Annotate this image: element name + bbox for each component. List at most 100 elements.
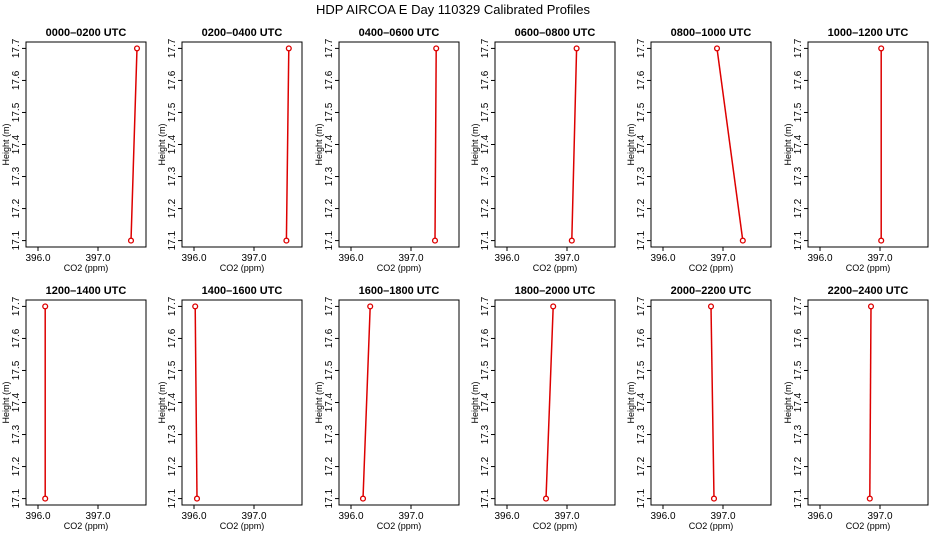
plot-frame xyxy=(650,41,772,248)
y-tick-label: 17.2 xyxy=(793,456,804,476)
profile-panel: 1600–1800 UTC 396.0 397.0 17.1 17.2 17.3 17.4 1… xyxy=(314,285,460,531)
x-tick-label: 396.0 xyxy=(807,511,832,522)
y-tick-label: 17.2 xyxy=(11,456,22,476)
profile-line xyxy=(194,306,198,499)
plot-frame xyxy=(338,41,460,248)
profile-panel: 0000–0200 UTC 396.0 397.0 17.1 17.2 17.3 17.4 1… xyxy=(1,27,147,273)
profile-panel: 0200–0400 UTC 396.0 397.0 17.1 17.2 17.3 17.4 1… xyxy=(157,27,303,273)
y-tick-label: 17.1 xyxy=(167,488,178,508)
y-tick-label: 17.6 xyxy=(324,328,335,348)
y-tick-label: 17.4 xyxy=(324,134,335,154)
y-tick-label: 17.4 xyxy=(793,134,804,154)
data-point xyxy=(573,45,580,52)
y-tick-label: 17.7 xyxy=(167,38,178,58)
y-tick-label: 17.4 xyxy=(11,392,22,412)
data-point xyxy=(133,45,141,52)
y-tick-label: 17.7 xyxy=(793,38,804,58)
x-tick-label: 397.0 xyxy=(554,253,579,264)
y-tick-label: 17.7 xyxy=(480,38,491,58)
profile-line xyxy=(362,306,371,499)
x-tick-label: 396.0 xyxy=(25,511,50,522)
panel-title: 2000–2200 UTC xyxy=(671,285,752,297)
x-axis-label: CO2 (ppm) xyxy=(220,521,265,531)
profile-panel: 0400–0600 UTC 396.0 397.0 17.1 17.2 17.3 17.4 1… xyxy=(314,27,460,273)
y-tick-label: 17.3 xyxy=(636,424,647,444)
y-tick-label: 17.1 xyxy=(636,230,647,250)
y-tick-label: 17.2 xyxy=(793,198,804,218)
y-tick-label: 17.3 xyxy=(480,424,491,444)
plot-frame xyxy=(181,41,303,248)
data-point xyxy=(192,303,199,310)
x-tick-label: 397.0 xyxy=(241,253,266,264)
y-tick-label: 17.3 xyxy=(636,166,647,186)
y-tick-label: 17.4 xyxy=(167,392,178,412)
data-point xyxy=(710,495,718,502)
data-point xyxy=(568,237,575,244)
x-axis-label: CO2 (ppm) xyxy=(377,521,422,531)
plot-frame xyxy=(25,299,147,506)
y-tick-label: 17.7 xyxy=(11,38,22,58)
data-point xyxy=(42,303,49,310)
y-tick-label: 17.5 xyxy=(11,360,22,380)
data-point xyxy=(866,495,873,502)
panel-title: 0400–0600 UTC xyxy=(359,27,440,39)
y-tick-label: 17.5 xyxy=(636,102,647,122)
data-point xyxy=(285,45,292,52)
y-tick-label: 17.3 xyxy=(324,424,335,444)
profile-panel: 0600–0800 UTC 396.0 397.0 17.1 17.2 17.3 17.4 1… xyxy=(470,27,616,273)
profile-line xyxy=(285,48,290,241)
y-tick-label: 17.4 xyxy=(480,134,491,154)
data-point xyxy=(739,237,746,244)
y-tick-label: 17.7 xyxy=(324,296,335,316)
data-point xyxy=(867,303,875,310)
data-point xyxy=(878,237,885,244)
y-axis-label: Height (m) xyxy=(783,381,793,423)
y-tick-label: 17.2 xyxy=(324,456,335,476)
x-tick-label: 397.0 xyxy=(710,253,735,264)
y-tick-label: 17.4 xyxy=(167,134,178,154)
y-axis-label: Height (m) xyxy=(470,381,480,423)
y-tick-label: 17.3 xyxy=(793,166,804,186)
y-tick-label: 17.4 xyxy=(324,392,335,412)
x-tick-label: 397.0 xyxy=(398,511,423,522)
panel-title: 1800–2000 UTC xyxy=(515,285,596,297)
y-tick-label: 17.7 xyxy=(480,296,491,316)
y-tick-label: 17.7 xyxy=(636,38,647,58)
y-tick-label: 17.6 xyxy=(480,70,491,90)
x-tick-label: 396.0 xyxy=(181,511,206,522)
y-tick-label: 17.4 xyxy=(793,392,804,412)
profile-panel: 1800–2000 UTC 396.0 397.0 17.1 17.2 17.3 17.4 1… xyxy=(470,285,616,531)
y-tick-label: 17.6 xyxy=(636,328,647,348)
x-axis-label: CO2 (ppm) xyxy=(377,263,422,273)
y-axis-label: Height (m) xyxy=(783,123,793,165)
x-tick-label: 396.0 xyxy=(338,253,363,264)
data-point xyxy=(542,495,550,502)
y-tick-label: 17.2 xyxy=(167,198,178,218)
y-tick-label: 17.1 xyxy=(167,230,178,250)
y-tick-label: 17.6 xyxy=(793,328,804,348)
panel-title: 0000–0200 UTC xyxy=(46,27,127,39)
x-tick-label: 396.0 xyxy=(650,253,675,264)
y-tick-label: 17.5 xyxy=(793,360,804,380)
y-tick-label: 17.1 xyxy=(11,230,22,250)
x-tick-label: 396.0 xyxy=(494,511,519,522)
profile-panel: 1200–1400 UTC 396.0 397.0 17.1 17.2 17.3 17.4 1… xyxy=(1,285,147,531)
y-tick-label: 17.3 xyxy=(11,424,22,444)
profile-panel: 2000–2200 UTC 396.0 397.0 17.1 17.2 17.3 17.4 1… xyxy=(626,285,772,531)
data-point xyxy=(713,45,721,52)
y-tick-label: 17.5 xyxy=(324,102,335,122)
x-tick-label: 397.0 xyxy=(85,511,110,522)
y-tick-label: 17.3 xyxy=(11,166,22,186)
x-tick-label: 397.0 xyxy=(554,511,579,522)
x-tick-label: 397.0 xyxy=(867,253,892,264)
y-tick-label: 17.1 xyxy=(480,230,491,250)
y-tick-label: 17.6 xyxy=(167,328,178,348)
y-tick-label: 17.2 xyxy=(636,456,647,476)
y-tick-label: 17.1 xyxy=(793,488,804,508)
y-tick-label: 17.1 xyxy=(11,488,22,508)
y-axis-label: Height (m) xyxy=(314,381,324,423)
profile-line xyxy=(434,48,437,241)
x-tick-label: 396.0 xyxy=(338,511,363,522)
y-tick-label: 17.5 xyxy=(636,360,647,380)
y-tick-label: 17.3 xyxy=(793,424,804,444)
